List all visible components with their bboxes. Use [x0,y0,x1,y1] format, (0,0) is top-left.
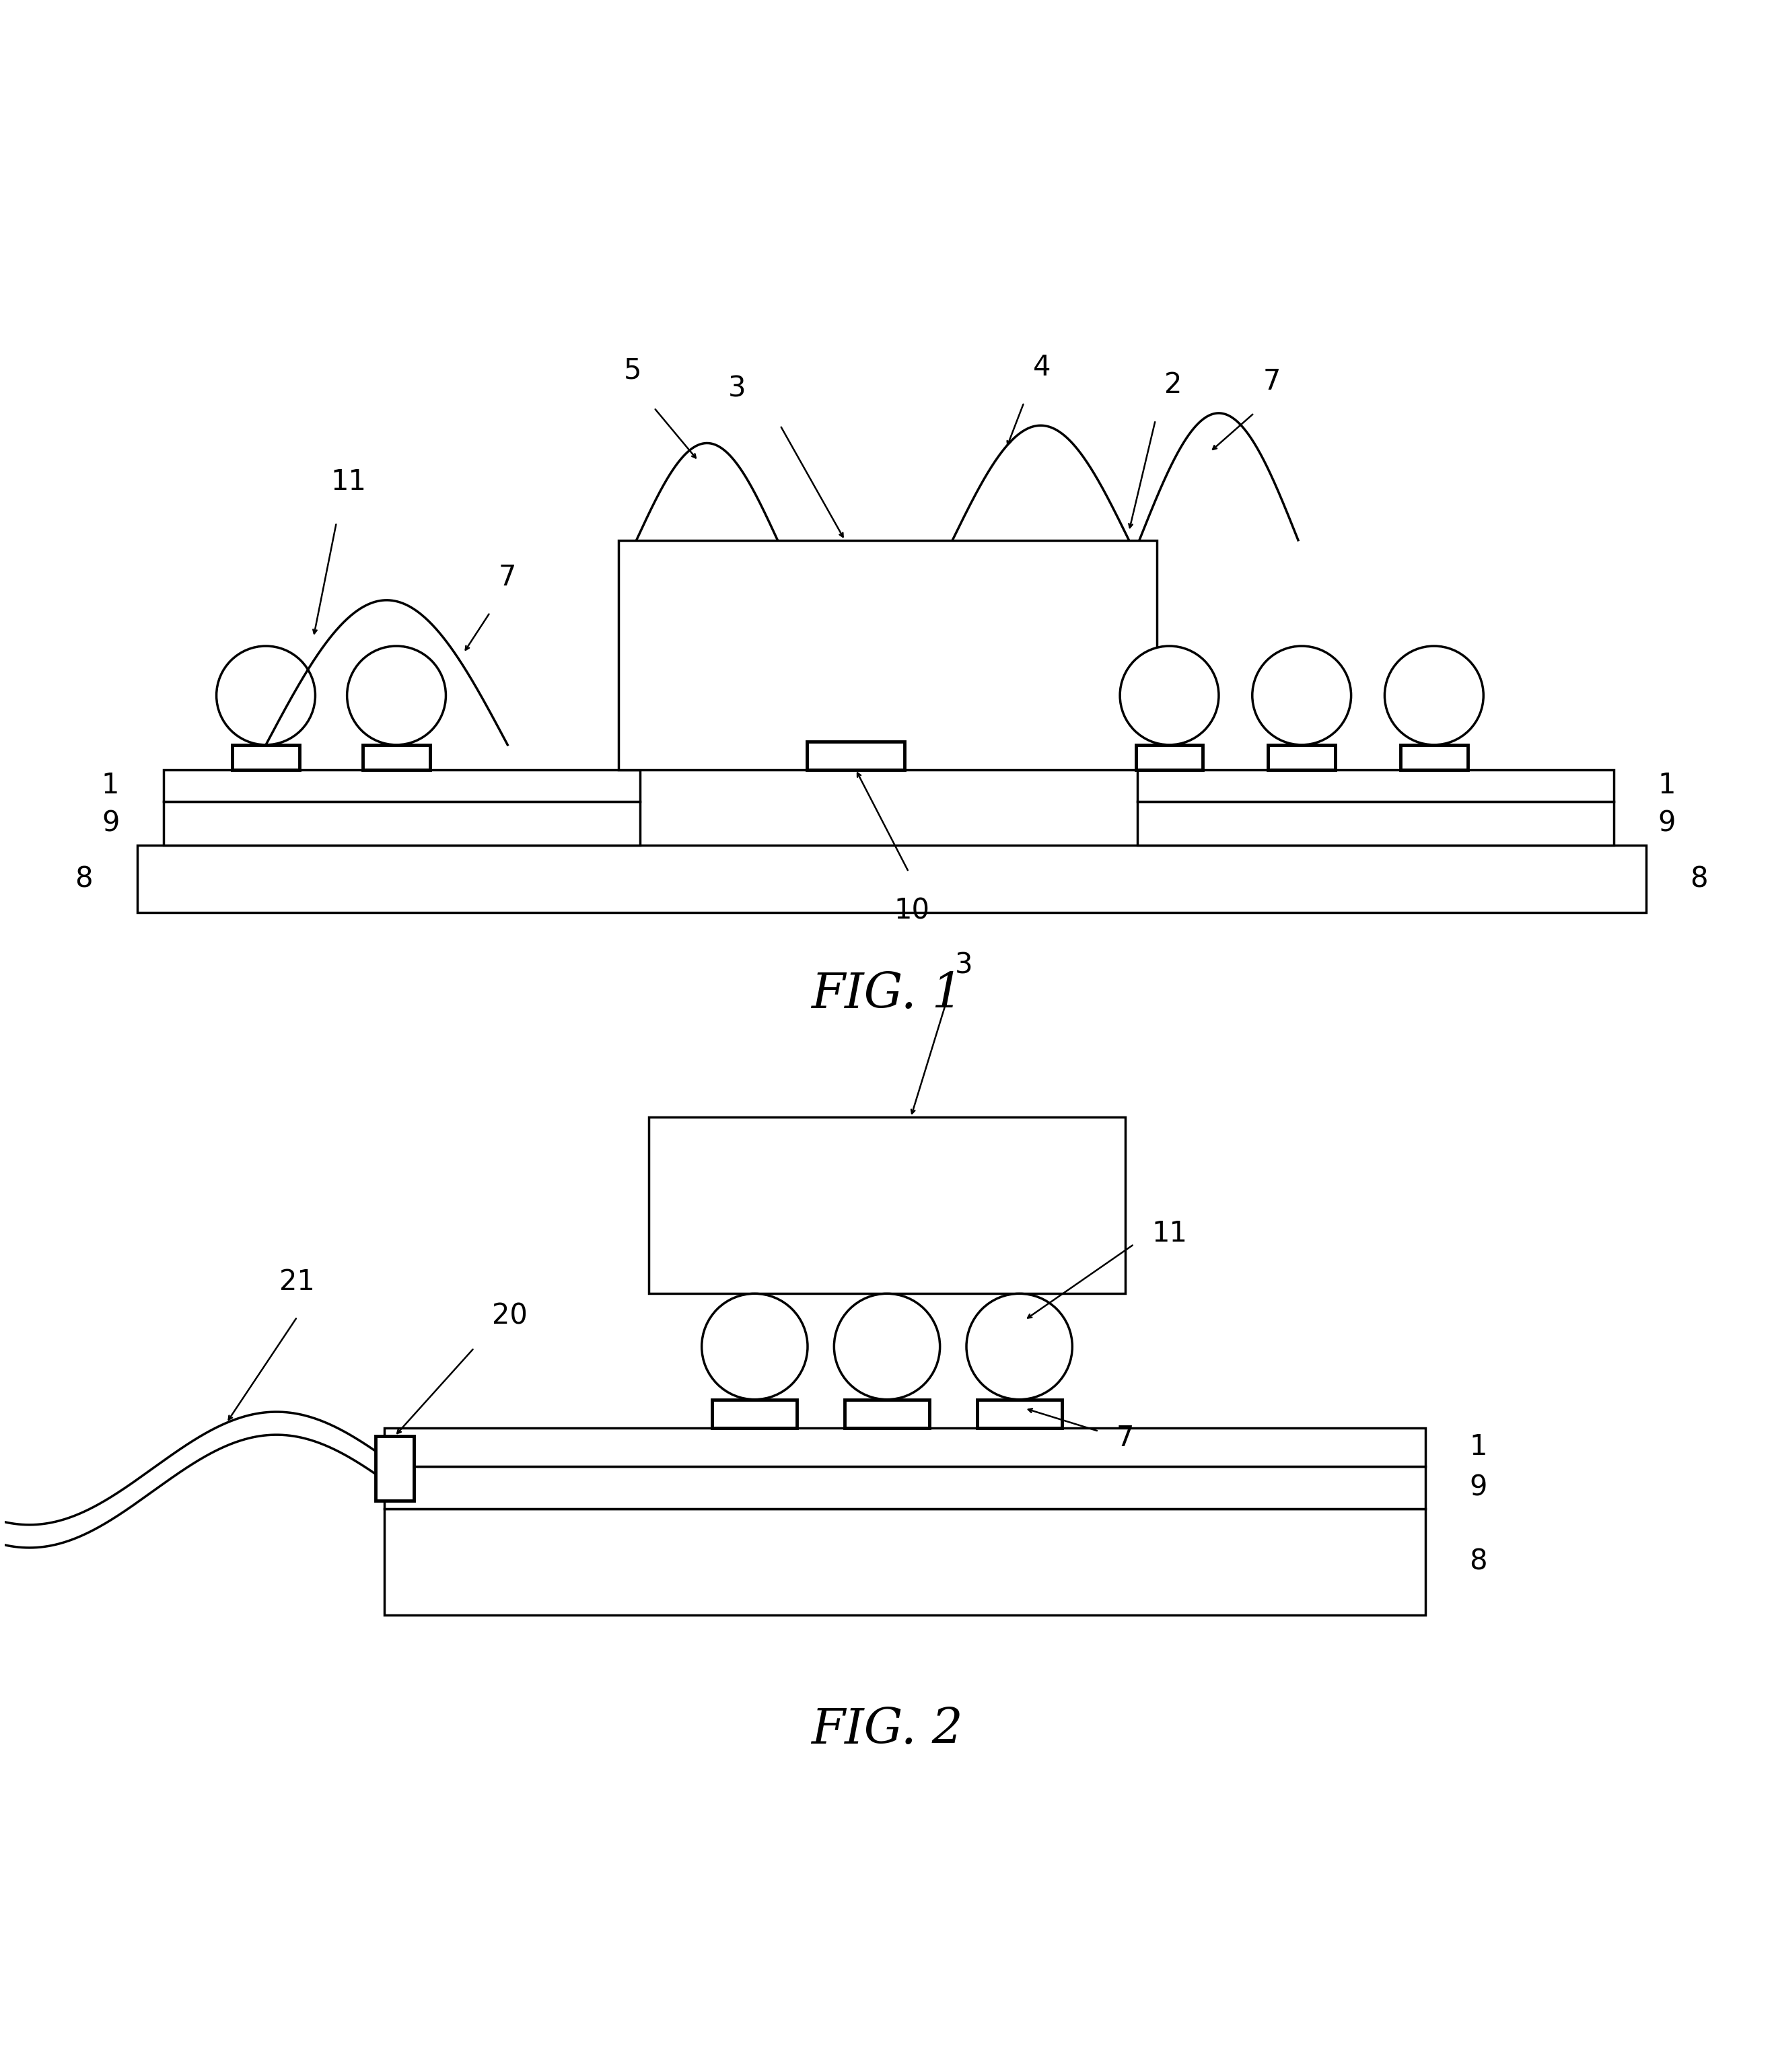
Bar [1400,744,1467,769]
Text: 5: 5 [624,356,642,385]
Text: 21: 21 [279,1268,316,1295]
Bar [977,1399,1061,1428]
Bar [376,1436,413,1500]
Text: 3: 3 [954,951,972,980]
Bar [385,1428,1425,1467]
Bar [364,744,429,769]
Text: 7: 7 [1116,1423,1134,1452]
Circle shape [216,646,316,744]
Bar [649,1117,1125,1293]
Bar [137,845,1646,912]
Text: 2: 2 [1164,371,1181,400]
Bar [619,541,1157,769]
Text: 8: 8 [75,864,92,893]
Text: 1: 1 [1469,1434,1487,1461]
Bar [1137,769,1614,802]
Bar [163,802,640,845]
Circle shape [834,1293,940,1399]
Text: 1: 1 [1659,771,1676,800]
Bar [385,1508,1425,1614]
Text: 7: 7 [1263,367,1281,396]
Text: 3: 3 [727,375,747,402]
Bar [163,769,640,802]
Bar [844,1399,930,1428]
Text: 8: 8 [1691,864,1708,893]
Circle shape [1385,646,1483,744]
Text: FIG. 1: FIG. 1 [811,970,963,1017]
Text: 7: 7 [498,564,516,591]
Text: 11: 11 [332,468,367,495]
Text: 4: 4 [1032,352,1050,381]
Circle shape [1119,646,1219,744]
Text: 1: 1 [101,771,119,800]
Text: 9: 9 [1469,1473,1487,1502]
Circle shape [1252,646,1352,744]
Bar [713,1399,797,1428]
Text: 9: 9 [1659,810,1676,837]
Text: 9: 9 [101,810,119,837]
Circle shape [967,1293,1071,1399]
Text: 11: 11 [1151,1220,1187,1247]
Text: 8: 8 [1469,1548,1487,1577]
Bar [385,1467,1425,1508]
Text: 10: 10 [894,897,930,924]
Bar [807,742,905,769]
Circle shape [703,1293,807,1399]
Circle shape [348,646,445,744]
Text: FIG. 2: FIG. 2 [811,1707,963,1755]
Text: 20: 20 [491,1301,527,1330]
Bar [1268,744,1336,769]
Bar [1137,802,1614,845]
Bar [1135,744,1203,769]
Bar [232,744,300,769]
